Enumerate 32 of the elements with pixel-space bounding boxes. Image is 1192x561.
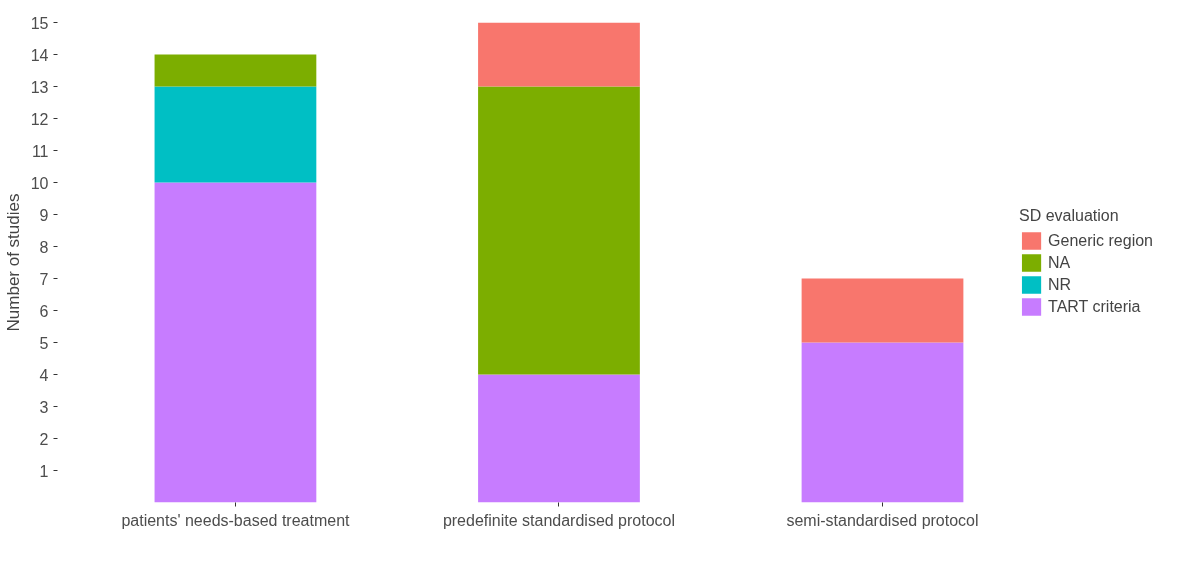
x-tick-label: semi-standardised protocol [786, 511, 979, 529]
y-tick-label: 9 [39, 206, 49, 224]
y-tick-label: 6 [39, 302, 49, 320]
bar [154, 86, 317, 183]
x-tick-label: predefinite standardised protocol [442, 511, 676, 529]
legend-title: SD evaluation [1019, 206, 1120, 225]
bar [154, 182, 317, 503]
y-tick-label: 8 [39, 238, 49, 256]
y-tick-label: 5 [39, 334, 49, 352]
bar [154, 54, 317, 87]
y-tick-label: 4 [39, 366, 49, 384]
bar [801, 342, 964, 503]
legend-label: TART criteria [1048, 296, 1141, 317]
bar [478, 22, 640, 87]
legend-label: NA [1048, 252, 1071, 273]
y-tick-label: 1 [39, 462, 49, 480]
legend-label: Generic region [1048, 230, 1153, 251]
y-tick-label: 13 [30, 78, 49, 96]
y-tick-label: 15 [30, 14, 49, 32]
y-tick-label: 10 [30, 174, 49, 192]
y-tick-label: 12 [30, 110, 49, 128]
bar [478, 86, 640, 375]
legend-label: NR [1048, 274, 1072, 295]
y-tick-label: 11 [31, 142, 49, 160]
x-tick-label: patients' needs-based treatment [121, 511, 351, 529]
bar [801, 278, 964, 343]
y-tick-label: 3 [39, 398, 49, 416]
bar [478, 374, 640, 503]
y-tick-label: 2 [39, 430, 49, 448]
y-axis-title: Number of studies [3, 193, 23, 332]
y-tick-label: 7 [39, 270, 49, 288]
y-tick-label: 14 [30, 46, 49, 64]
